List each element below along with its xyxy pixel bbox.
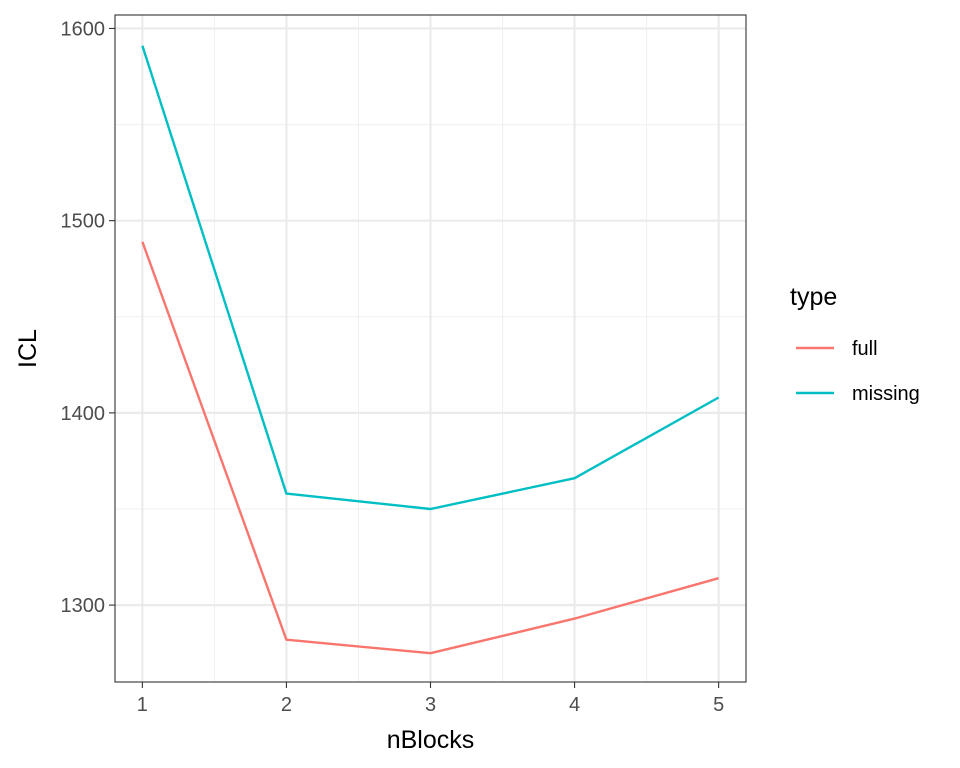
y-axis-title: ICL (14, 329, 42, 368)
legend: type full missing (790, 283, 920, 405)
y-axis: 1300 1400 1500 1600 (61, 18, 115, 617)
x-tick-label: 2 (281, 694, 292, 716)
legend-title: type (790, 283, 837, 311)
y-tick-label: 1300 (61, 595, 106, 617)
series-lines (141, 45, 720, 655)
x-tick-label: 5 (713, 694, 724, 716)
legend-label-full: full (852, 338, 878, 360)
x-tick-label: 4 (569, 694, 580, 716)
legend-label-missing: missing (852, 383, 920, 405)
x-tick-label: 3 (425, 694, 436, 716)
series-line-missing (141, 45, 720, 511)
legend-items: full missing (796, 338, 920, 405)
series-line-full (141, 241, 719, 655)
x-axis-title: nBlocks (387, 726, 475, 754)
y-tick-label: 1400 (61, 403, 106, 425)
x-tick-label: 1 (137, 694, 148, 716)
major-gridlines (115, 15, 746, 682)
x-axis: 1 2 3 4 5 (137, 682, 724, 716)
plot-panel (114, 14, 747, 683)
y-tick-label: 1500 (61, 211, 106, 233)
y-tick-label: 1600 (61, 18, 106, 40)
